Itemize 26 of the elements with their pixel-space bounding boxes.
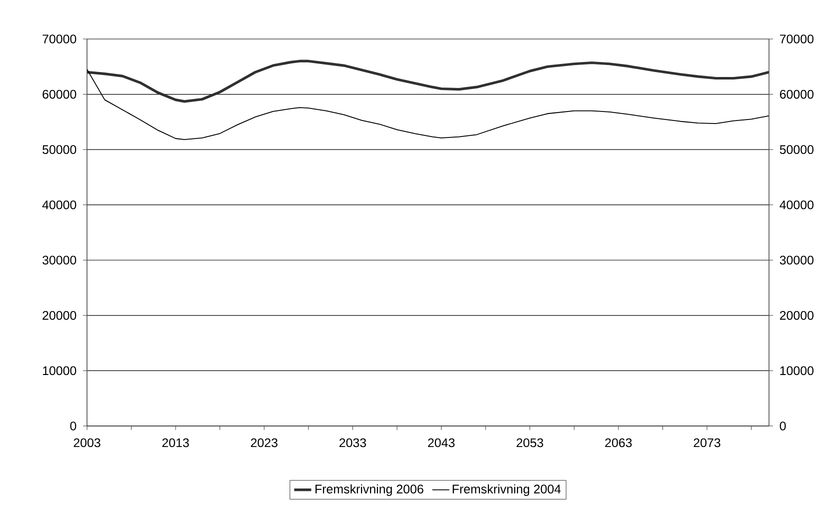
y-tick-label: 20000 bbox=[42, 311, 76, 320]
x-tick-label: 2013 bbox=[162, 438, 189, 448]
x-tick-label: 2043 bbox=[428, 438, 455, 448]
y-tick-label: 30000 bbox=[42, 256, 76, 265]
x-tick-label: 2063 bbox=[605, 438, 632, 448]
x-tick-label: 2073 bbox=[694, 438, 720, 448]
y-tick-label: 50000 bbox=[42, 145, 76, 154]
y2-tick-label: 50000 bbox=[780, 145, 814, 154]
y-tick-label: 10000 bbox=[42, 366, 76, 376]
y2-tick-label: 0 bbox=[780, 422, 786, 430]
y-tick-label: 60000 bbox=[42, 90, 76, 99]
y2-tick-label: 40000 bbox=[780, 200, 814, 210]
y2-tick-label: 20000 bbox=[780, 311, 814, 320]
y-tick-label: 0 bbox=[70, 422, 76, 430]
y2-tick-label: 60000 bbox=[780, 90, 814, 99]
legend-label: Fremskrivning 2004 bbox=[452, 484, 561, 496]
y2-tick-label: 10000 bbox=[780, 366, 814, 376]
x-tick-label: 2023 bbox=[250, 438, 278, 448]
x-tick-label: 2053 bbox=[516, 438, 544, 448]
y-tick-label: 70000 bbox=[42, 34, 76, 44]
x-tick-label: 2033 bbox=[339, 438, 366, 448]
legend-label: Fremskrivning 2006 bbox=[316, 484, 424, 496]
x-tick-label: 2003 bbox=[74, 438, 100, 448]
y2-tick-label: 70000 bbox=[780, 34, 814, 44]
y2-tick-label: 30000 bbox=[780, 256, 814, 265]
y-tick-label: 40000 bbox=[42, 200, 76, 210]
